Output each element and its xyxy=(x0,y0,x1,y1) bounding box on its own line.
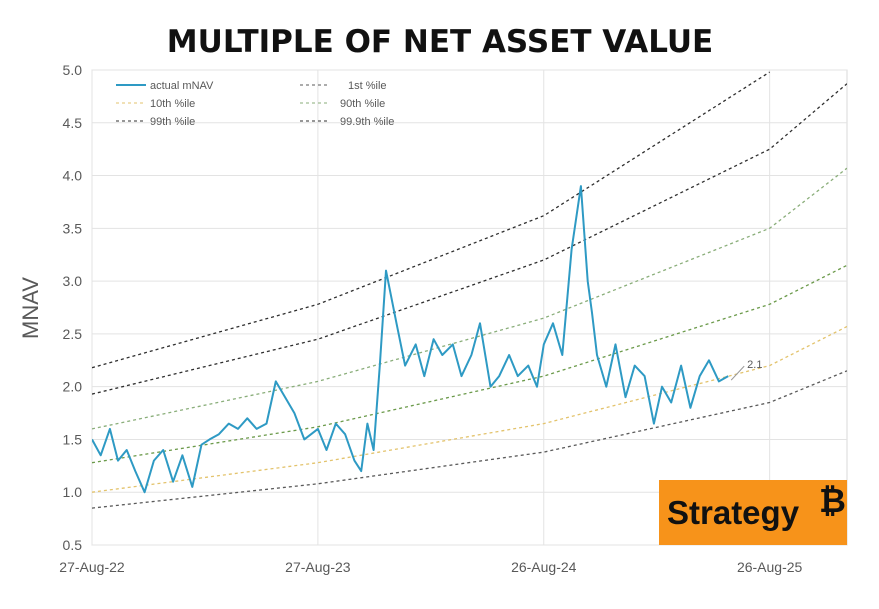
y-tick-label: 2.5 xyxy=(63,326,83,342)
y-tick-label: 1.5 xyxy=(63,431,83,447)
legend-label-actual: actual mNAV xyxy=(150,80,214,92)
legend-label-90th: 90th %ile xyxy=(340,98,385,110)
annotation-leader xyxy=(730,365,745,381)
percentile-line-p1 xyxy=(92,370,847,509)
legend-label-1st: 1st %ile xyxy=(348,80,387,92)
x-tick-label: 27-Aug-23 xyxy=(285,559,351,575)
x-tick-label: 26-Aug-25 xyxy=(737,559,803,575)
y-tick-label: 4.0 xyxy=(63,168,83,184)
y-tick-label: 3.0 xyxy=(63,273,83,289)
legend-label-99-9th: 99.9th %ile xyxy=(340,116,394,128)
y-tick-label: 5.0 xyxy=(63,62,83,78)
legend-label-99th: 99th %ile xyxy=(150,116,195,128)
y-tick-label: 4.5 xyxy=(63,115,83,131)
legend: actual mNAV 1st %ile 10th %ile 90th %ile… xyxy=(116,80,394,128)
vertical-gridlines xyxy=(91,70,771,545)
x-axis-ticks: 27-Aug-22 27-Aug-23 26-Aug-24 26-Aug-25 xyxy=(59,559,802,575)
x-tick-label: 27-Aug-22 xyxy=(59,559,125,575)
percentile-line-p10 xyxy=(92,325,847,493)
chart-title: MULTIPLE OF NET ASSET VALUE xyxy=(167,24,713,60)
percentile-line-p999 xyxy=(92,71,770,369)
logo-background xyxy=(659,480,847,545)
y-tick-label: 0.5 xyxy=(63,537,83,553)
bitcoin-icon: ₿ xyxy=(819,482,846,519)
legend-label-10th: 10th %ile xyxy=(150,98,195,110)
plot-area xyxy=(91,69,848,546)
y-tick-label: 3.5 xyxy=(63,220,83,236)
y-tick-label: 1.0 xyxy=(63,484,83,500)
x-tick-label: 26-Aug-24 xyxy=(511,559,577,575)
y-axis-label: MNAV xyxy=(18,277,43,339)
logo-text: Strategy xyxy=(667,494,800,531)
strategy-logo: Strategy ₿ xyxy=(659,480,847,545)
percentile-line-p99 xyxy=(92,83,847,395)
annotation-label: 2.1 xyxy=(747,359,762,371)
actual-mnav-line xyxy=(92,185,729,494)
y-tick-label: 2.0 xyxy=(63,379,83,395)
y-axis-ticks: 0.5 1.0 1.5 2.0 2.5 3.0 3.5 4.0 4.5 5.0 xyxy=(63,62,847,553)
series-layer xyxy=(92,71,847,509)
percentile-line-p50 xyxy=(92,264,847,464)
